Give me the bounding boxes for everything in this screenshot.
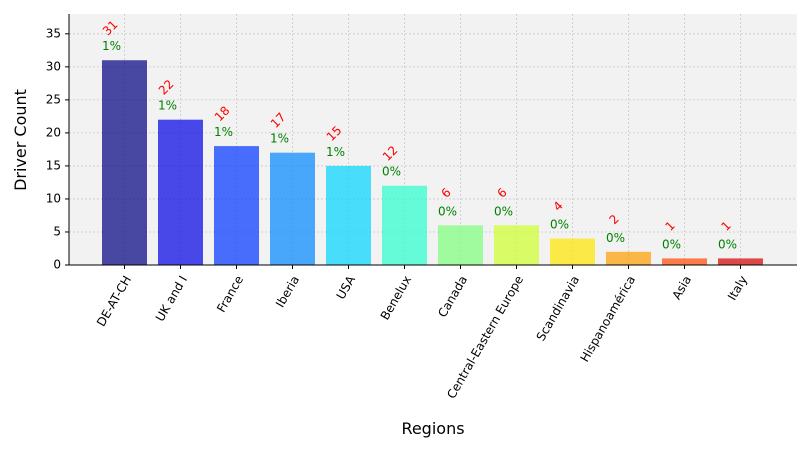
percent-label: 0% — [494, 204, 513, 218]
x-tick-label: DE-AT-CH — [94, 273, 134, 329]
y-axis-title: Driver Count — [11, 89, 30, 191]
x-tick-label: UK and I — [153, 273, 190, 324]
y-tick-label: 25 — [46, 92, 61, 106]
bar-iberia — [270, 152, 315, 265]
y-tick-label: 0 — [53, 258, 61, 272]
data-labels: 1%311%221%181%171%150%120%60%60%40%20%10… — [100, 18, 737, 252]
x-tick-label: Asia — [669, 273, 694, 302]
y-tick-label: 30 — [46, 59, 61, 73]
percent-label: 1% — [158, 99, 177, 113]
y-tick-label: 15 — [46, 158, 61, 172]
x-tick-label: Canada — [435, 273, 470, 320]
bar-asia — [662, 258, 707, 265]
percent-label: 0% — [382, 165, 401, 179]
bars — [102, 60, 763, 266]
x-tick-label: Italy — [725, 273, 750, 303]
x-tick-label: USA — [334, 273, 359, 302]
x-tick-label: Scandinavia — [534, 273, 583, 343]
bar-benelux — [382, 185, 427, 265]
y-tick-label: 20 — [46, 125, 61, 139]
percent-label: 0% — [606, 231, 625, 245]
bar-central-eastern-europe — [494, 225, 539, 265]
percent-label: 1% — [326, 145, 345, 159]
bar-hispanoam-rica — [606, 251, 651, 265]
percent-label: 0% — [438, 204, 457, 218]
x-tick-label: France — [214, 273, 246, 315]
bar-canada — [438, 225, 483, 265]
bar-italy — [718, 258, 763, 265]
bar-usa — [326, 165, 371, 265]
bar-de-at-ch — [102, 60, 147, 265]
bar-france — [214, 146, 259, 265]
x-tick-label: Benelux — [378, 273, 414, 322]
percent-label: 0% — [718, 237, 737, 251]
y-tick-label: 10 — [46, 191, 61, 205]
percent-label: 1% — [270, 132, 289, 146]
percent-label: 0% — [662, 237, 681, 251]
x-axis-title: Regions — [401, 419, 464, 438]
y-tick-label: 5 — [53, 224, 61, 238]
percent-label: 0% — [550, 218, 569, 232]
percent-label: 1% — [214, 125, 233, 139]
x-tick-label: Iberia — [273, 273, 302, 310]
x-tick-label: Hispanoamérica — [577, 273, 638, 364]
percent-label: 1% — [102, 39, 121, 53]
bar-uk-and-i — [158, 119, 203, 266]
y-tick-label: 35 — [46, 26, 61, 40]
bar-scandinavia — [550, 238, 595, 265]
